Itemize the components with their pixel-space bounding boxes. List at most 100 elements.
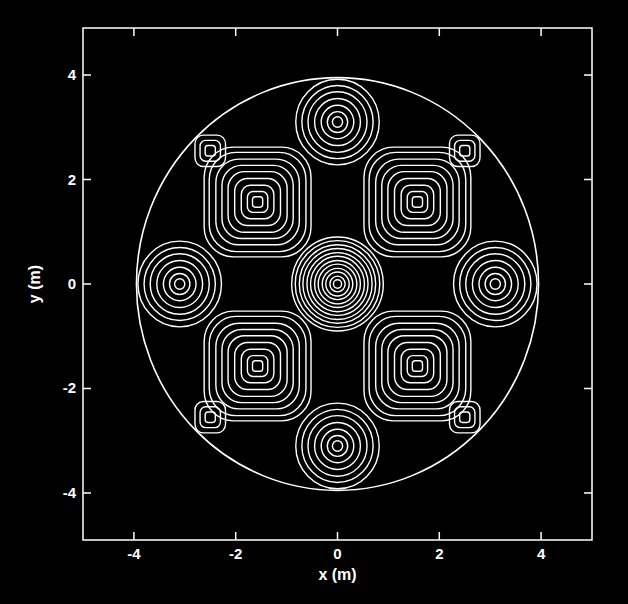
contour-line xyxy=(395,343,441,390)
contour-line xyxy=(296,403,379,489)
y-tick xyxy=(83,74,91,76)
contour-line xyxy=(460,146,470,156)
contour-line xyxy=(204,147,311,257)
contour-line xyxy=(247,192,267,213)
contour-line xyxy=(364,147,471,257)
y-tick-label: 2 xyxy=(68,171,76,188)
y-tick-label: -2 xyxy=(63,379,76,396)
contour-line xyxy=(315,260,361,307)
y-tick-label: -4 xyxy=(63,484,77,501)
contour-line xyxy=(479,267,512,300)
contour-line xyxy=(321,105,354,138)
contour-line xyxy=(157,260,203,307)
contour-line xyxy=(308,92,367,153)
contour-line xyxy=(332,117,342,127)
contour-line xyxy=(449,135,480,166)
x-tick xyxy=(133,28,135,36)
contour-line xyxy=(472,260,518,307)
contour-line xyxy=(330,276,345,292)
plot-frame xyxy=(83,28,592,540)
y-tick xyxy=(83,388,91,390)
contour-line xyxy=(205,146,215,156)
contour-line xyxy=(315,99,361,146)
x-tick xyxy=(439,532,441,540)
contour-line xyxy=(200,140,220,161)
contour-line xyxy=(222,329,293,402)
y-tick xyxy=(584,492,592,494)
contour-line xyxy=(321,429,354,462)
contour-line xyxy=(170,274,190,295)
x-tick xyxy=(235,28,237,36)
y-tick-label: 4 xyxy=(68,66,77,83)
contour-line xyxy=(369,152,466,251)
x-tick xyxy=(439,28,441,36)
x-tick xyxy=(133,532,135,540)
contour-line xyxy=(401,185,434,218)
contour-line xyxy=(327,112,347,133)
contour-line xyxy=(382,329,453,402)
y-tick xyxy=(584,283,592,285)
contour-line xyxy=(395,178,441,225)
contour-line xyxy=(228,172,287,233)
x-tick-label: 4 xyxy=(537,545,546,562)
contour-line xyxy=(315,422,361,469)
x-axis-label: x (m) xyxy=(318,566,356,583)
contour-line xyxy=(195,135,226,166)
y-tick xyxy=(83,179,91,181)
contour-line xyxy=(412,197,422,207)
contour-line xyxy=(299,245,375,323)
y-axis-label: y (m) xyxy=(26,265,43,303)
contour-line xyxy=(296,79,379,165)
contour-line xyxy=(252,197,262,207)
x-tick xyxy=(540,532,542,540)
y-tick xyxy=(83,283,91,285)
contour-line xyxy=(449,402,480,433)
contour-line xyxy=(222,165,293,238)
contour-line xyxy=(205,412,215,422)
contour-line xyxy=(144,247,215,320)
x-tick xyxy=(540,28,542,36)
contour-line xyxy=(150,254,209,315)
contour-line xyxy=(455,140,475,161)
contour-line xyxy=(401,349,434,382)
x-tick-label: 2 xyxy=(435,545,443,562)
contour-line xyxy=(200,407,220,428)
contour-line xyxy=(292,237,384,331)
contour-line xyxy=(311,256,365,311)
contour-line xyxy=(455,407,475,428)
y-tick xyxy=(83,492,91,494)
boundary xyxy=(136,78,538,491)
contour-line xyxy=(209,316,306,415)
contour-line xyxy=(138,241,221,327)
contour-line xyxy=(295,241,379,328)
x-tick xyxy=(235,532,237,540)
contour-line xyxy=(322,268,353,299)
x-tick-label: -2 xyxy=(229,545,242,562)
contour-line xyxy=(407,356,427,377)
contour-line xyxy=(466,254,525,315)
contour-line xyxy=(216,159,299,245)
x-tick xyxy=(337,28,339,36)
contour-line xyxy=(247,356,267,377)
contour-line xyxy=(388,336,447,397)
contour-line xyxy=(209,152,306,251)
chart: -4 -2 0 2 4 -4 -2 0 2 4 x (m) y (m) xyxy=(0,0,628,604)
contour-line xyxy=(228,336,287,397)
y-tick-label: 0 xyxy=(68,275,76,292)
contour-line xyxy=(308,416,367,477)
contour-line xyxy=(318,264,357,304)
contour-line xyxy=(376,159,459,245)
contour-line xyxy=(460,412,470,422)
contour-line xyxy=(175,279,185,289)
contour-line xyxy=(302,85,373,158)
contour-line xyxy=(382,165,453,238)
contour-line xyxy=(326,272,349,296)
y-tick xyxy=(584,388,592,390)
contour-line xyxy=(454,241,537,327)
contour-line xyxy=(332,441,342,451)
contour-line xyxy=(303,248,372,319)
x-tick-label: -4 xyxy=(127,545,141,562)
contour-line xyxy=(204,311,311,421)
x-tick-label: 0 xyxy=(333,545,341,562)
contour-line xyxy=(376,323,459,409)
